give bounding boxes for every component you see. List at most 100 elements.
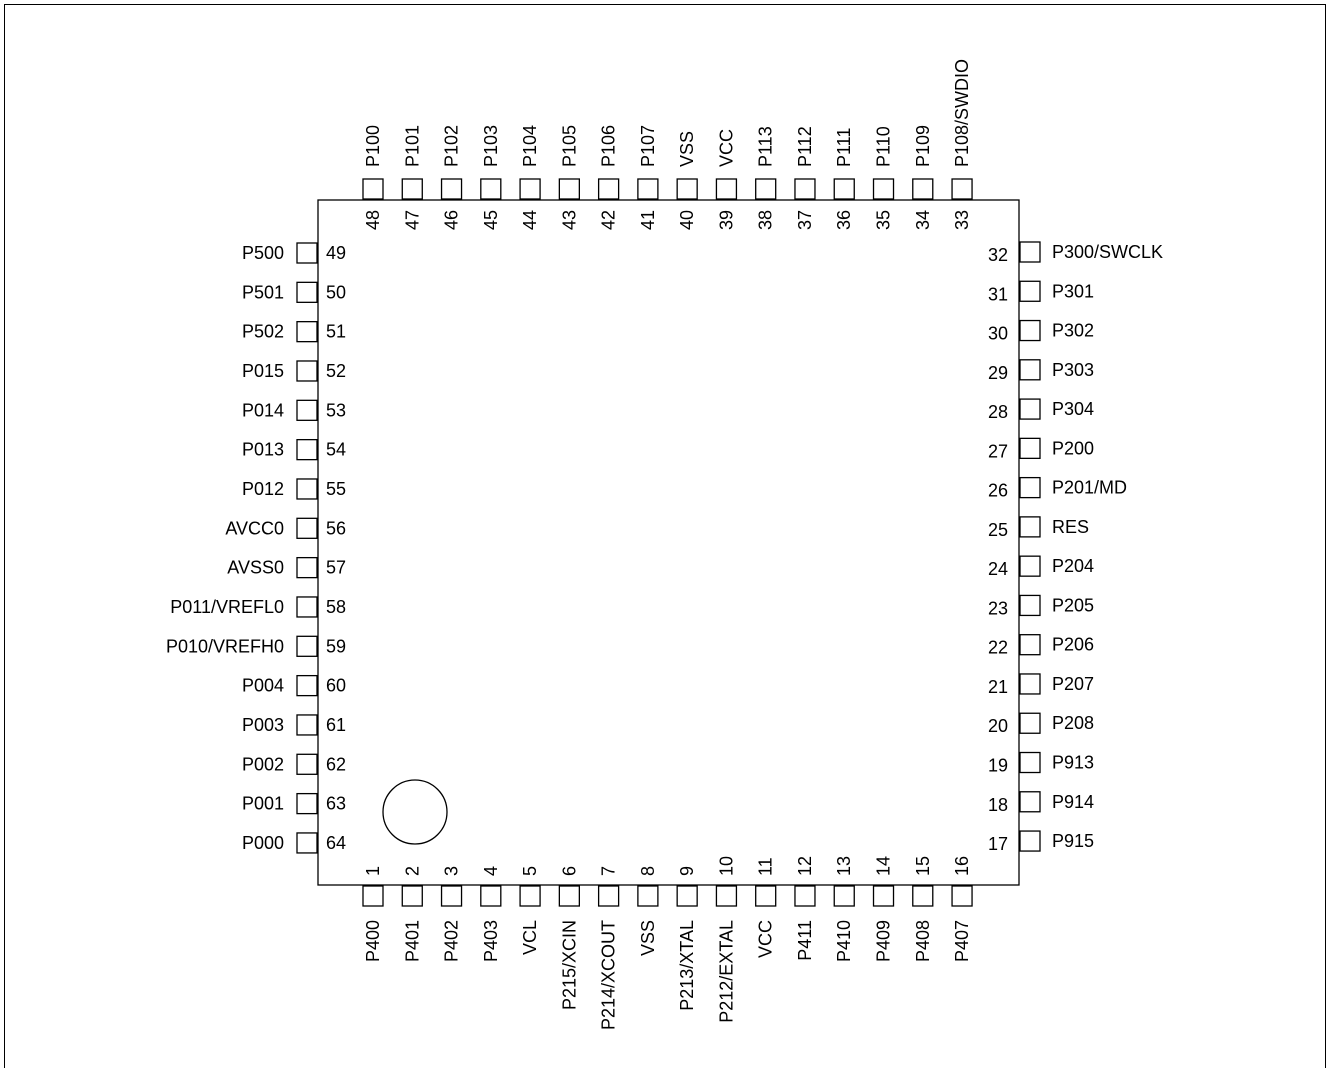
pin-name-50: P501 — [242, 282, 284, 302]
pin-name-24: P204 — [1052, 556, 1094, 576]
pin-number-30: 30 — [988, 324, 1008, 344]
pin-pad-47 — [401, 178, 423, 200]
pin-number-25: 25 — [988, 520, 1008, 540]
pin-number-51: 51 — [326, 322, 346, 342]
pin-pad-24 — [1019, 555, 1041, 577]
pin-name-35: P110 — [874, 126, 894, 167]
pin-pad-16 — [951, 885, 973, 907]
pin-pad-1 — [362, 885, 384, 907]
pin-name-33: P108/SWDIO — [952, 59, 972, 167]
pin-number-23: 23 — [988, 598, 1008, 618]
pin-pad-56 — [296, 517, 318, 539]
pin-pad-60 — [296, 674, 318, 697]
pin-name-45: P103 — [481, 125, 501, 167]
pin-name-61: P003 — [242, 715, 284, 735]
pin-number-52: 52 — [326, 361, 346, 381]
pin-name-23: P205 — [1052, 595, 1094, 615]
pin-number-34: 34 — [913, 210, 933, 230]
pin-number-18: 18 — [988, 795, 1008, 815]
pin-name-57: AVSS0 — [227, 558, 284, 578]
pin-pad-51 — [296, 321, 318, 343]
pin-name-6: P215/XCIN — [559, 920, 579, 1010]
pin1-marker — [382, 779, 448, 845]
pin-name-1: P400 — [363, 920, 383, 962]
pin-number-33: 33 — [952, 210, 972, 230]
pin-number-36: 36 — [834, 210, 854, 230]
pin-name-52: P015 — [242, 361, 284, 381]
pin-pad-38 — [755, 178, 777, 200]
pin-pad-29 — [1019, 359, 1041, 381]
pin-number-40: 40 — [677, 210, 697, 230]
pin-name-32: P300/SWCLK — [1052, 242, 1163, 262]
pin-pad-11 — [755, 885, 777, 907]
pin-name-12: P411 — [795, 920, 815, 961]
pin-number-14: 14 — [874, 856, 894, 876]
pin-number-42: 42 — [599, 210, 619, 230]
pin-number-31: 31 — [988, 284, 1008, 304]
pin-number-57: 57 — [326, 558, 346, 578]
pin-pad-45 — [480, 178, 502, 200]
pin-number-8: 8 — [638, 866, 658, 876]
pin-number-22: 22 — [988, 638, 1008, 658]
pin-name-4: P403 — [481, 920, 501, 962]
pin-name-19: P913 — [1052, 753, 1094, 773]
pin-pad-61 — [296, 714, 318, 736]
pin-number-56: 56 — [326, 518, 346, 538]
pin-pad-9 — [676, 885, 698, 907]
pin-name-27: P200 — [1052, 438, 1094, 458]
pin-number-13: 13 — [834, 856, 854, 876]
pin-number-49: 49 — [326, 243, 346, 263]
pin-number-7: 7 — [599, 866, 619, 876]
pin-pad-17 — [1019, 830, 1041, 852]
pin-name-60: P004 — [242, 676, 284, 696]
pin-name-10: P212/EXTAL — [716, 920, 736, 1023]
pin-number-2: 2 — [402, 866, 422, 876]
pin-name-14: P409 — [874, 920, 894, 962]
pin-name-31: P301 — [1052, 281, 1094, 301]
pin-pad-18 — [1019, 791, 1041, 813]
pin-number-29: 29 — [988, 363, 1008, 383]
pin-pad-25 — [1019, 516, 1041, 538]
pin-pad-46 — [440, 178, 463, 200]
pin-pad-62 — [296, 753, 318, 775]
pin-pad-15 — [912, 885, 934, 907]
pin-pad-35 — [872, 178, 895, 200]
pin-number-61: 61 — [326, 715, 346, 735]
pin-number-38: 38 — [756, 210, 776, 230]
pin-name-62: P002 — [242, 754, 284, 774]
pin-name-2: P401 — [402, 920, 422, 962]
pin-pad-5 — [519, 885, 541, 907]
pin-name-42: P106 — [599, 125, 619, 167]
pin-number-32: 32 — [988, 245, 1008, 265]
pin-pad-6 — [558, 885, 580, 907]
pin-name-13: P410 — [834, 920, 854, 962]
pin-name-20: P208 — [1052, 713, 1094, 733]
pin-pad-27 — [1019, 437, 1041, 460]
pin-pad-39 — [715, 178, 738, 200]
pin-number-27: 27 — [988, 441, 1008, 461]
pin-number-21: 21 — [988, 677, 1008, 697]
pin-name-46: P102 — [442, 125, 462, 167]
pin-name-59: P010/VREFH0 — [166, 636, 284, 656]
pin-name-29: P303 — [1052, 360, 1094, 380]
pin-number-16: 16 — [952, 856, 972, 876]
pin-number-26: 26 — [988, 481, 1008, 501]
pin-name-34: P109 — [913, 125, 933, 167]
pin-number-44: 44 — [520, 210, 540, 230]
pin-number-4: 4 — [481, 866, 501, 876]
pin-pad-21 — [1019, 673, 1041, 695]
pin-number-50: 50 — [326, 282, 346, 302]
pin-number-15: 15 — [913, 856, 933, 876]
pin-number-20: 20 — [988, 716, 1008, 736]
pin-name-15: P408 — [913, 920, 933, 962]
pin-number-47: 47 — [402, 210, 422, 230]
pin-pad-2 — [401, 885, 423, 907]
pin-pad-54 — [296, 438, 318, 461]
pin-name-26: P201/MD — [1052, 478, 1127, 498]
pin-pad-10 — [715, 885, 738, 907]
pin-pad-26 — [1019, 476, 1041, 499]
pin-pad-49 — [296, 242, 318, 264]
pin-number-19: 19 — [988, 756, 1008, 776]
